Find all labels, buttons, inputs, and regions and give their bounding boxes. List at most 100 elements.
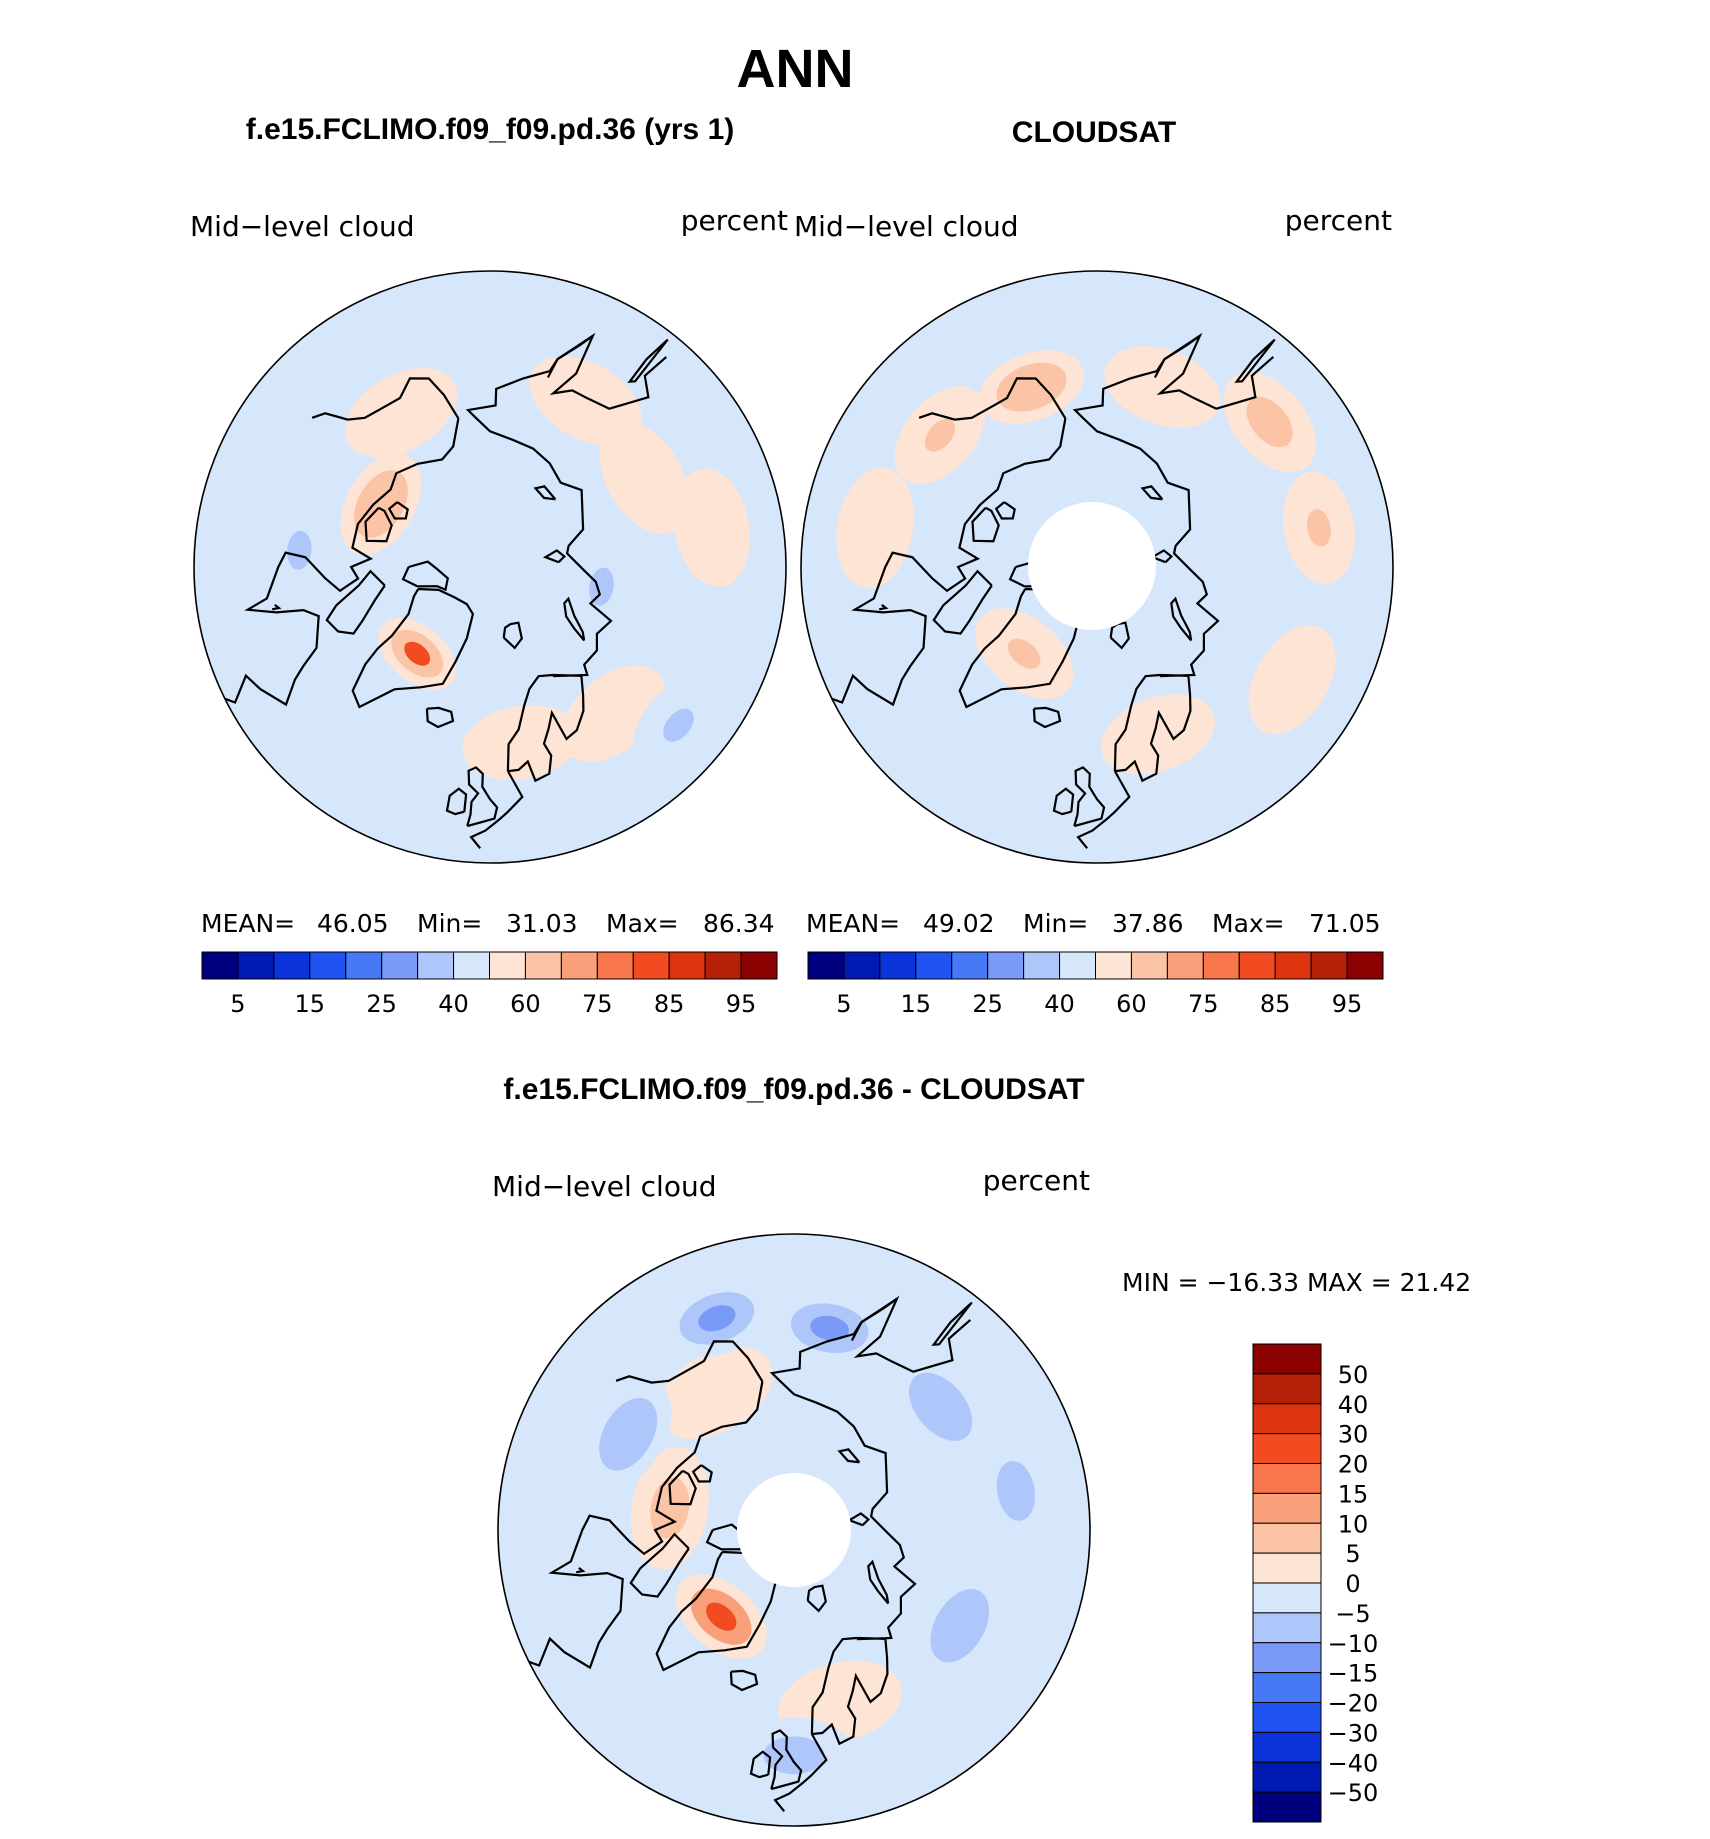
colorbar-swatch: [489, 951, 526, 980]
colorbar-tick-label: 60: [1116, 990, 1147, 1018]
colorbar-swatch: [668, 951, 706, 980]
panel-difference-missing-data-hole: [737, 1473, 851, 1587]
colorbar-swatch: [596, 951, 634, 980]
coastline-britain: [466, 766, 499, 828]
colorbar-tick-label: 85: [654, 990, 685, 1018]
colorbar-tick-label: 40: [438, 990, 469, 1018]
colorbar-swatch: [1059, 951, 1097, 980]
coastline-newSiberian: [533, 485, 557, 501]
colorbar-swatch: [1252, 1522, 1322, 1554]
colorbar-tick-label: 25: [972, 990, 1003, 1018]
coastline-eurasiaNorth: [769, 1295, 972, 1641]
panel-obs: CLOUDSAT Mid−level cloud percent MEAN= 4…: [794, 116, 1394, 1018]
coastline-greenland: [351, 587, 475, 709]
colorbar-swatch: [1238, 951, 1276, 980]
stats-min-label: Min=: [1023, 909, 1088, 938]
stats-min-value: 37.86: [1112, 909, 1184, 938]
stats-mean-label: MEAN=: [201, 909, 295, 938]
coastline-newSiberian: [1140, 485, 1164, 501]
stats-mean-value: 49.02: [923, 909, 995, 938]
colorbar-swatch: [1252, 1343, 1322, 1375]
panel-model-variable-label: Mid−level cloud: [190, 210, 414, 243]
contour-blob: [809, 1681, 872, 1723]
coastline-banks: [691, 1464, 713, 1483]
panel-model-units-label: percent: [681, 204, 788, 237]
coastline-novayaZemlya: [1170, 596, 1193, 642]
coastline-sakhalin: [1234, 338, 1276, 383]
coastline-kamchatka: [546, 334, 594, 379]
contour-blob: [1133, 366, 1192, 408]
coastline-hudsonBelcher: [878, 604, 889, 611]
colorbar-swatch: [1252, 1761, 1322, 1793]
colorbar-swatch: [843, 951, 881, 980]
colorbar-swatch: [1095, 951, 1132, 980]
contour-blob: [698, 1305, 736, 1332]
colorbar-tick-label: 5: [1345, 1540, 1360, 1568]
panel-model-colorbar: 5 15 25 40 60 75 85 95: [201, 951, 778, 1018]
coastline-svalbard: [502, 621, 523, 650]
panel-obs-contour-field: [836, 346, 1355, 775]
panel-model: f.e15.FCLIMO.f09_f09.pd.36 (yrs 1) Mid−l…: [190, 113, 788, 1018]
panel-model-title: f.e15.FCLIMO.f09_f09.pd.36 (yrs 1): [246, 113, 735, 146]
stats-max-value: 86.34: [703, 909, 775, 938]
coastline-banks: [387, 501, 409, 520]
contour-blob: [1013, 374, 1050, 400]
colorbar-swatch: [273, 951, 311, 980]
colorbar-swatch: [1252, 1731, 1322, 1763]
colorbar-swatch: [1252, 1702, 1322, 1733]
coastline-victoria: [971, 506, 1000, 543]
panel-obs-title: CLOUDSAT: [1012, 116, 1176, 149]
panel-difference-contour-field: [584, 1279, 1055, 1794]
contour-blob: [763, 1736, 825, 1775]
panel-model-stats: MEAN= 46.05 Min= 31.03 Max= 86.34: [201, 909, 775, 938]
panel-obs-missing-data-hole: [1028, 502, 1156, 630]
coastline-svalbard: [806, 1584, 827, 1613]
coastline-novayaZemlya: [563, 596, 586, 642]
colorbar-swatch: [1252, 1552, 1322, 1584]
contour-blob: [287, 530, 312, 570]
coastline-severnaya: [846, 1512, 871, 1527]
coastline-ireland: [445, 787, 468, 816]
coastline-northAmerica: [498, 1381, 764, 1670]
panel-difference-title: f.e15.FCLIMO.f09_f09.pd.36 - CLOUDSAT: [503, 1073, 1084, 1106]
coastline-iceland: [1032, 706, 1062, 729]
colorbar-tick-label: 75: [1188, 990, 1219, 1018]
coastline-scandinavia: [810, 1636, 889, 1746]
colorbar-swatch: [560, 951, 598, 980]
coastline-europeCoast: [1076, 770, 1131, 849]
coastline-britain: [1073, 766, 1106, 828]
coastline-hudsonBelcher: [271, 604, 282, 611]
coastline-alaskaSouth: [918, 377, 1067, 421]
coastline-sakhalin: [931, 1301, 973, 1346]
colorbar-tick-label: 25: [366, 990, 397, 1018]
colorbar-tick-label: 40: [1338, 1391, 1369, 1419]
colorbar-swatch: [1252, 1403, 1322, 1435]
colorbar-tick-label: 30: [1338, 1421, 1369, 1449]
colorbar-swatch: [632, 951, 670, 980]
colorbar-tick-label: 50: [1338, 1361, 1369, 1389]
coastline-baffin: [325, 569, 386, 635]
colorbar-swatch: [1023, 951, 1061, 980]
coastline-ireland: [1052, 787, 1075, 816]
coastline-scandinavia: [1113, 673, 1192, 783]
coastline-britain: [770, 1729, 803, 1791]
colorbar-tick-label: 15: [1338, 1480, 1369, 1508]
colorbar-tick-label: −10: [1328, 1630, 1379, 1658]
colorbar-tick-label: 75: [582, 990, 613, 1018]
coastline-severnaya: [1149, 549, 1174, 564]
stats-max-label: Max=: [606, 909, 679, 938]
coastline-northAmerica: [801, 418, 1067, 707]
contour-blob: [491, 723, 551, 762]
contour-blob: [685, 1369, 744, 1416]
colorbar-swatch: [1202, 951, 1240, 980]
colorbar-swatch: [309, 951, 347, 980]
coastline-scandinavia: [506, 673, 585, 783]
coastline-banks: [994, 501, 1016, 520]
colorbar-swatch: [951, 951, 989, 980]
contour-blob: [587, 689, 640, 738]
contour-blob: [621, 449, 667, 506]
panel-obs-coastlines: [801, 332, 1276, 849]
coastline-victoria: [668, 1469, 697, 1506]
panel-model-map-border: [193, 270, 787, 864]
